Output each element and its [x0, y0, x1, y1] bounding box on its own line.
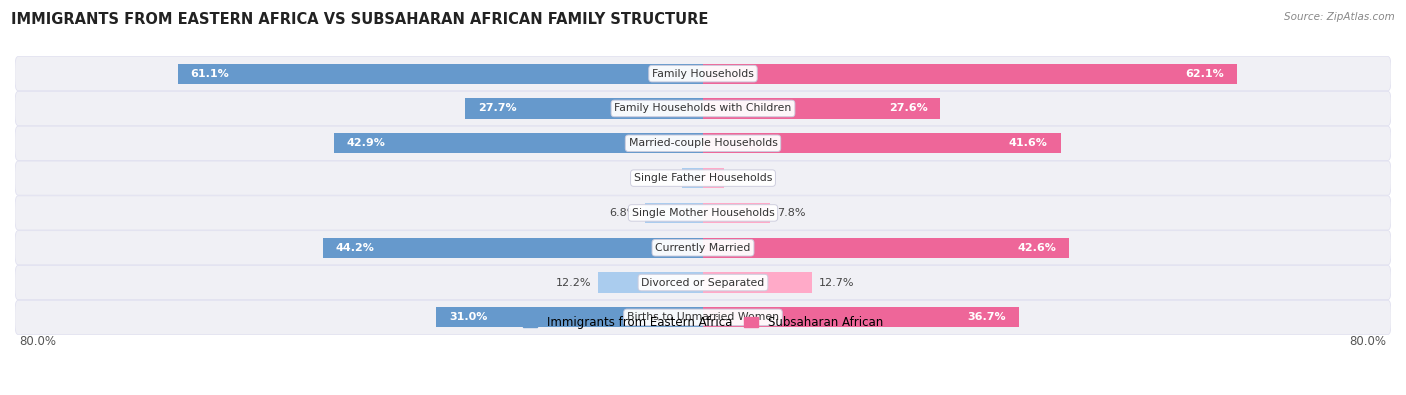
Bar [598, 273, 703, 293]
Text: Divorced or Separated: Divorced or Separated [641, 278, 765, 288]
Text: IMMIGRANTS FROM EASTERN AFRICA VS SUBSAHARAN AFRICAN FAMILY STRUCTURE: IMMIGRANTS FROM EASTERN AFRICA VS SUBSAH… [11, 12, 709, 27]
Text: 41.6%: 41.6% [1010, 138, 1047, 148]
Text: Source: ZipAtlas.com: Source: ZipAtlas.com [1284, 12, 1395, 22]
FancyBboxPatch shape [15, 196, 1391, 230]
Bar [335, 133, 703, 153]
Bar [703, 238, 1070, 258]
FancyBboxPatch shape [15, 56, 1391, 91]
FancyBboxPatch shape [15, 91, 1391, 126]
Text: Currently Married: Currently Married [655, 243, 751, 253]
Text: Single Mother Households: Single Mother Households [631, 208, 775, 218]
FancyBboxPatch shape [15, 231, 1391, 265]
Text: Family Households: Family Households [652, 69, 754, 79]
Text: 2.4%: 2.4% [647, 173, 675, 183]
Bar [703, 307, 1018, 327]
Text: 27.6%: 27.6% [889, 103, 928, 113]
Text: 80.0%: 80.0% [20, 335, 56, 348]
Text: 62.1%: 62.1% [1185, 69, 1225, 79]
Text: 44.2%: 44.2% [336, 243, 374, 253]
Bar [682, 168, 703, 188]
Bar [644, 203, 703, 223]
Bar [703, 98, 941, 118]
Text: 2.4%: 2.4% [731, 173, 759, 183]
Text: 42.9%: 42.9% [347, 138, 385, 148]
Text: 12.2%: 12.2% [555, 278, 591, 288]
Bar [703, 64, 1237, 84]
Legend: Immigrants from Eastern Africa, Subsaharan African: Immigrants from Eastern Africa, Subsahar… [519, 311, 887, 333]
Bar [436, 307, 703, 327]
Text: 31.0%: 31.0% [450, 312, 488, 322]
Text: 80.0%: 80.0% [1350, 335, 1386, 348]
Text: Single Father Households: Single Father Households [634, 173, 772, 183]
Bar [703, 203, 770, 223]
Text: 42.6%: 42.6% [1018, 243, 1056, 253]
Text: 7.8%: 7.8% [778, 208, 806, 218]
Text: Married-couple Households: Married-couple Households [628, 138, 778, 148]
Text: Births to Unmarried Women: Births to Unmarried Women [627, 312, 779, 322]
Bar [465, 98, 703, 118]
FancyBboxPatch shape [15, 126, 1391, 160]
Bar [703, 273, 813, 293]
Bar [323, 238, 703, 258]
Text: 61.1%: 61.1% [190, 69, 229, 79]
Text: 12.7%: 12.7% [820, 278, 855, 288]
Text: Family Households with Children: Family Households with Children [614, 103, 792, 113]
FancyBboxPatch shape [15, 300, 1391, 335]
Bar [703, 168, 724, 188]
Text: 6.8%: 6.8% [609, 208, 638, 218]
Bar [703, 133, 1060, 153]
FancyBboxPatch shape [15, 161, 1391, 195]
Bar [177, 64, 703, 84]
FancyBboxPatch shape [15, 265, 1391, 300]
Text: 27.7%: 27.7% [478, 103, 516, 113]
Text: 36.7%: 36.7% [967, 312, 1005, 322]
